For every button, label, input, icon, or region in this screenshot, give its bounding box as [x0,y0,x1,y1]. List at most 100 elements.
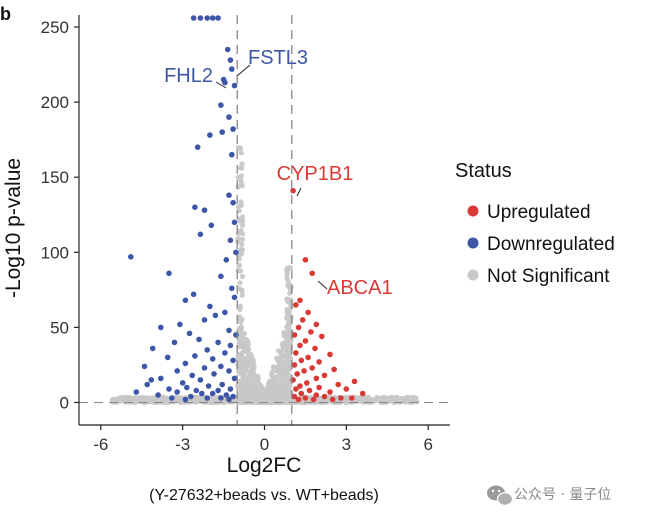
point-not-significant [235,204,241,210]
point-downregulated [226,114,232,120]
point-not-significant [287,265,293,271]
x-axis-title: Log2FC [227,454,302,477]
point-not-significant [277,387,283,393]
point-downregulated [212,312,219,319]
point-not-significant [250,360,256,366]
point-not-significant [236,314,242,320]
point-downregulated [166,270,172,277]
gene-label-fhl2: FHL2 [164,65,213,87]
point-downregulated [230,357,236,364]
point-downregulated [196,336,202,343]
point-not-significant [267,382,273,388]
point-upregulated [302,395,309,401]
point-upregulated [297,383,303,389]
y-tick-label: 50 [50,318,69,337]
point-not-significant [236,256,242,262]
point-not-significant [242,345,248,351]
x-tick-label: -3 [175,435,190,454]
point-upregulated [291,332,298,338]
x-tick-label: 3 [342,435,351,454]
point-not-significant [284,323,290,330]
point-not-significant [235,236,241,242]
point-upregulated [316,384,322,391]
point-not-significant [238,145,244,151]
point-upregulated [313,375,320,382]
point-downregulated [209,390,216,397]
point-not-significant [239,236,245,243]
point-not-significant [196,396,202,402]
point-not-significant [162,396,168,402]
point-not-significant [284,337,290,343]
point-not-significant [284,351,290,357]
y-tick-label: 0 [60,393,69,412]
point-not-significant [284,397,290,403]
point-downregulated [144,381,150,388]
point-upregulated [327,351,333,358]
point-downregulated [231,219,238,226]
point-upregulated [319,333,325,340]
point-downregulated [179,380,186,386]
point-downregulated [219,381,225,388]
point-not-significant [275,356,281,362]
not-significant-points [109,145,420,406]
annotation-leader-line [296,187,302,197]
point-downregulated [201,207,208,213]
point-downregulated [229,66,235,72]
point-downregulated [208,222,215,229]
point-upregulated [293,302,299,308]
point-upregulated [338,395,344,401]
point-upregulated [313,321,320,328]
y-axis-ticks: 0 50 100 150 200 250 [41,18,79,412]
point-downregulated [223,257,230,263]
point-downregulated [224,46,231,53]
point-upregulated [308,329,314,335]
point-downregulated [231,375,238,382]
point-downregulated [188,393,194,400]
point-not-significant [271,374,278,380]
point-not-significant [238,173,244,179]
point-downregulated [201,317,208,323]
point-not-significant [287,290,293,296]
point-downregulated [215,15,221,21]
legend: Status Upregulated Downregulated Not Signi… [455,160,615,287]
point-not-significant [237,280,243,286]
point-upregulated [290,187,296,194]
wechat-icon [487,485,514,506]
point-not-significant [248,369,254,375]
point-not-significant [243,391,249,397]
point-not-significant [239,273,246,280]
point-not-significant [236,369,242,375]
point-not-significant [253,376,259,382]
legend-swatch [467,205,479,217]
point-not-significant [238,326,244,332]
point-downregulated [204,15,210,21]
point-upregulated [291,362,298,368]
point-not-significant [260,393,267,400]
point-upregulated [305,354,311,361]
y-tick-label: 100 [41,243,69,262]
point-not-significant [388,395,394,401]
x-axis-subtitle: (Y-27632+beads vs. WT+beads) [149,487,379,504]
point-downregulated [205,383,212,389]
point-not-significant [282,381,288,387]
legend-entries: Upregulated Downregulated Not Significant [467,202,615,287]
point-upregulated [351,378,358,385]
point-not-significant [358,398,364,404]
point-upregulated [305,309,311,316]
x-tick-label: -6 [93,435,108,454]
point-downregulated [133,389,140,395]
point-not-significant [379,395,385,401]
point-not-significant [239,161,245,167]
point-not-significant [238,248,245,254]
point-upregulated [313,392,320,398]
point-not-significant [373,398,379,404]
point-upregulated [302,257,309,263]
panel-letter: b [0,4,11,24]
point-not-significant [236,340,242,346]
point-not-significant [240,388,246,394]
point-not-significant [271,390,277,396]
point-downregulated [174,389,180,395]
point-upregulated [306,387,313,394]
gene-label-fstl3: FSTL3 [248,47,308,69]
point-downregulated [190,15,197,21]
